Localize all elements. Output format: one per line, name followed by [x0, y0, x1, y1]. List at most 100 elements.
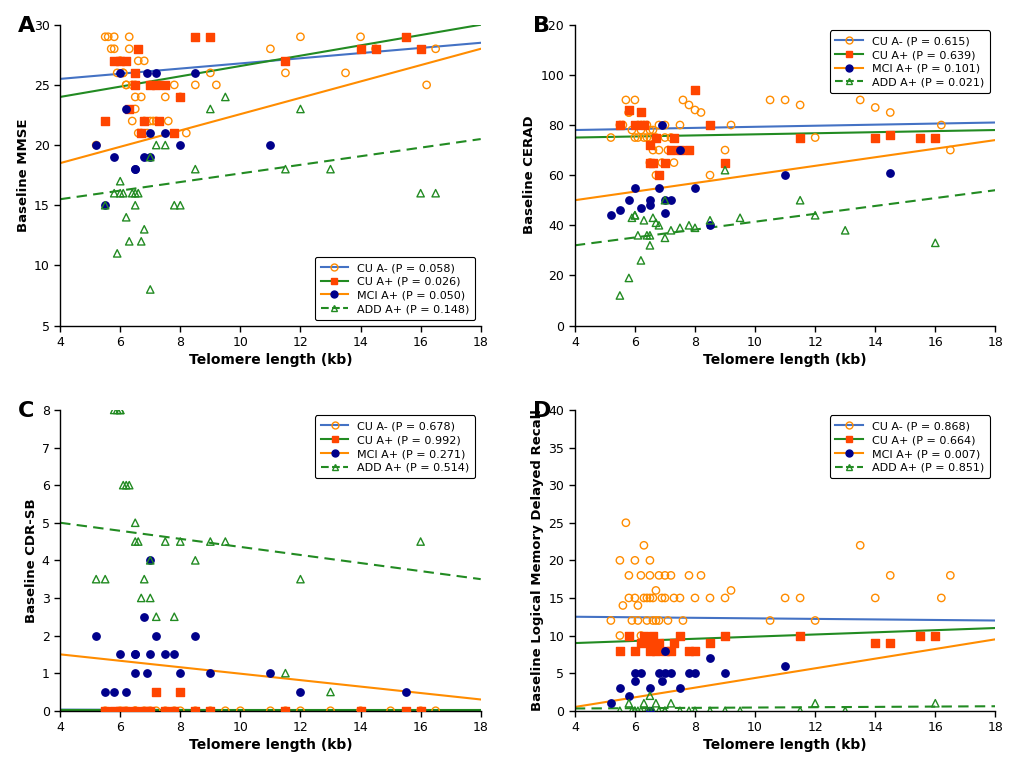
Point [722, 584, 739, 597]
Point [716, 629, 733, 641]
Point [665, 156, 682, 168]
Point [127, 648, 144, 661]
Point [621, 569, 637, 581]
Point [412, 42, 428, 55]
Point [112, 704, 128, 717]
Point [262, 667, 278, 679]
Point [124, 187, 141, 199]
Point [624, 124, 640, 136]
Point [650, 119, 666, 131]
Point [837, 224, 853, 236]
Point [629, 614, 645, 627]
Point [142, 115, 158, 127]
X-axis label: Telomere length (kb): Telomere length (kb) [703, 353, 866, 367]
Point [427, 704, 443, 717]
Point [629, 119, 645, 131]
Point [142, 704, 158, 717]
Point [624, 704, 640, 717]
Point [127, 704, 144, 717]
Point [672, 144, 688, 156]
Point [112, 404, 128, 416]
Point [680, 704, 696, 717]
Point [866, 637, 882, 649]
Point [292, 573, 309, 585]
Point [680, 644, 696, 657]
Point [127, 535, 144, 548]
Point [277, 67, 293, 79]
Point [412, 187, 428, 199]
Point [656, 592, 673, 604]
Point [611, 204, 628, 216]
Point [88, 573, 104, 585]
Point [112, 55, 128, 67]
Point [142, 554, 158, 567]
Point [716, 156, 733, 168]
Point [132, 91, 149, 103]
Point [680, 98, 696, 111]
Point [88, 629, 104, 641]
Point [172, 91, 189, 103]
Point [641, 194, 657, 206]
Point [632, 637, 648, 649]
Point [665, 592, 682, 604]
Text: D: D [532, 401, 550, 421]
Point [644, 704, 660, 717]
Text: B: B [532, 15, 549, 35]
Point [427, 187, 443, 199]
Point [178, 127, 195, 139]
Point [88, 139, 104, 151]
Point [932, 119, 949, 131]
Point [621, 690, 637, 702]
Point [629, 229, 645, 241]
Point [112, 55, 128, 67]
Point [647, 644, 663, 657]
Point [675, 614, 691, 627]
Point [716, 667, 733, 679]
Point [100, 31, 116, 43]
Point [109, 67, 125, 79]
Point [142, 648, 158, 661]
Point [635, 119, 651, 131]
Point [672, 119, 688, 131]
Point [656, 644, 673, 657]
Point [397, 704, 414, 717]
Point [776, 592, 793, 604]
Point [611, 629, 628, 641]
Point [680, 219, 696, 231]
Point [662, 644, 679, 657]
Point [881, 569, 898, 581]
Point [172, 686, 189, 698]
Point [881, 106, 898, 118]
Point [109, 404, 125, 416]
Point [202, 667, 218, 679]
Point [277, 704, 293, 717]
Point [641, 199, 657, 211]
Point [665, 131, 682, 144]
Point [157, 704, 173, 717]
Point [148, 686, 164, 698]
Point [656, 569, 673, 581]
Point [186, 67, 203, 79]
Point [127, 163, 144, 175]
Point [166, 704, 182, 717]
Point [202, 103, 218, 115]
Point [602, 209, 619, 221]
Point [656, 667, 673, 679]
Point [624, 614, 640, 627]
Point [172, 704, 189, 717]
Point [647, 217, 663, 229]
Point [118, 211, 135, 224]
Point [701, 637, 717, 649]
Point [118, 686, 135, 698]
Point [148, 78, 164, 91]
Point [701, 592, 717, 604]
Point [118, 704, 135, 717]
Point [641, 569, 657, 581]
Text: C: C [18, 401, 35, 421]
Point [151, 115, 167, 127]
Point [112, 404, 128, 416]
Point [97, 31, 113, 43]
Point [106, 686, 122, 698]
Point [701, 704, 717, 717]
Point [202, 704, 218, 717]
